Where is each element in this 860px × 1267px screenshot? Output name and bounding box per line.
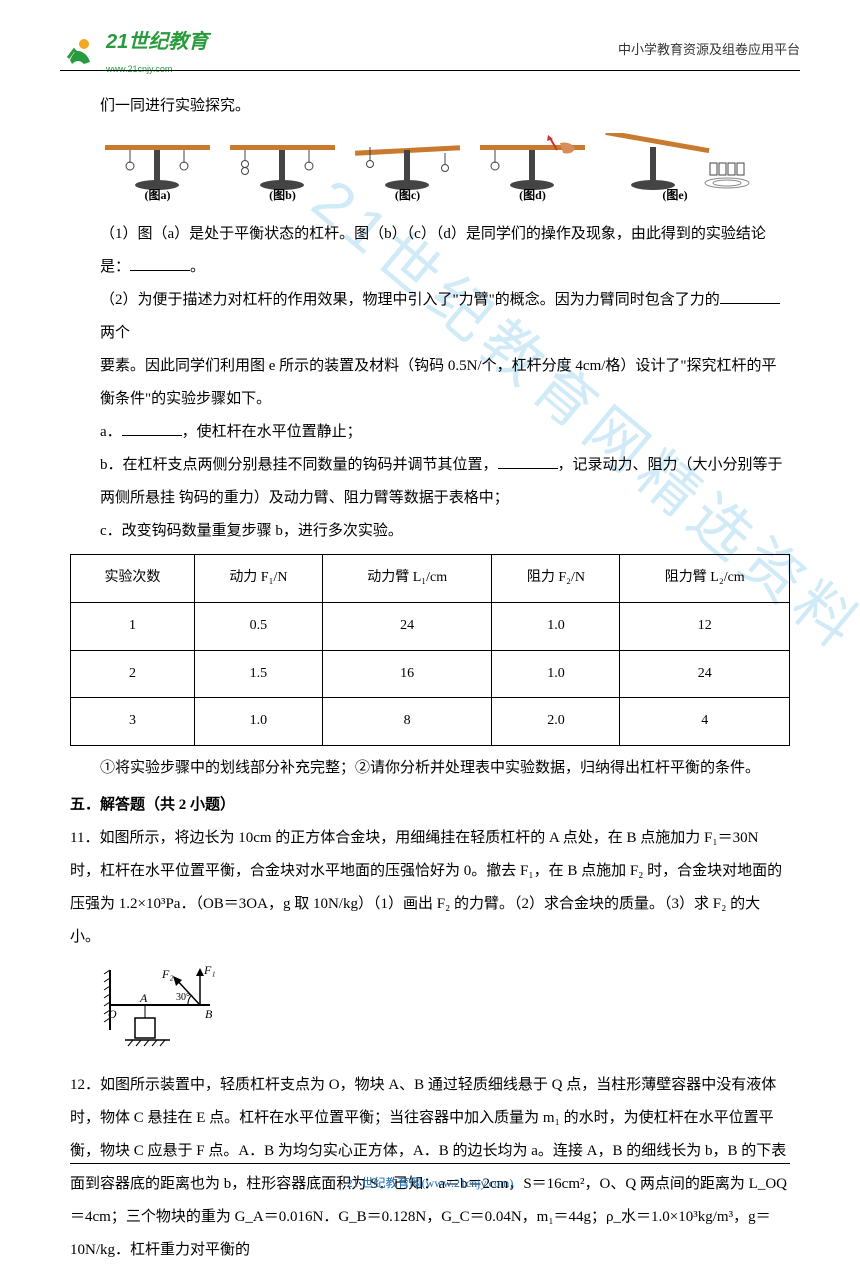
cell: 3 [71,698,195,746]
cell: 1.0 [492,602,620,650]
svg-text:A: A [139,991,148,1005]
table-row: 3 1.0 8 2.0 4 [71,698,790,746]
cell: 2 [71,650,195,698]
page-footer: 21 世纪教育网(www.21cnjy.com) [0,1163,860,1196]
header-rule [60,70,800,71]
step-b: b．在杠杆支点两侧分别悬挂不同数量的钩码并调节其位置，，记录动力、阻力（大小分别… [70,449,790,515]
figure-label-b: (图b) [269,182,296,208]
cell: 24 [620,650,790,698]
page-content: 们一同进行实验探究。 (图a) (图b) [70,90,790,1267]
cell: 4 [620,698,790,746]
blank-3 [122,421,182,436]
th-4: 阻力臂 L₂/cm [620,555,790,603]
table-header-row: 实验次数 动力 F₁/N 动力臂 L₁/cm 阻力 F₂/N 阻力臂 L₂/cm [71,555,790,603]
table-row: 2 1.5 16 1.0 24 [71,650,790,698]
svg-text:30°: 30° [176,992,190,1003]
experiment-table: 实验次数 动力 F₁/N 动力臂 L₁/cm 阻力 F₂/N 阻力臂 L₂/cm… [70,554,790,746]
figure-d: (图d) [475,133,590,208]
question-2: （2）为便于描述力对杠杆的作用效果，物理中引入了"力臂"的概念。因为力臂同时包含… [70,284,790,350]
after-table-text: ①将实验步骤中的划线部分补充完整；②请你分析并处理表中实验数据，归纳得出杠杆平衡… [70,752,790,785]
intro-fragment: 们一同进行实验探究。 [70,90,790,123]
svg-text:F₁: F₁ [203,963,216,977]
cell: 12 [620,602,790,650]
figure-a: (图a) [100,133,215,208]
question-2-cont: 要素。因此同学们利用图 e 所示的装置及材料（钩码 0.5N/个，杠杆分度 4c… [70,350,790,416]
figure-e: (图e) [600,133,750,208]
svg-text:B: B [205,1007,213,1021]
cell: 1.0 [492,650,620,698]
th-3: 阻力 F₂/N [492,555,620,603]
cell: 2.0 [492,698,620,746]
cell: 8 [322,698,492,746]
logo-icon [60,30,100,70]
cell: 16 [322,650,492,698]
svg-text:F₂: F₂ [161,967,174,981]
table-row: 1 0.5 24 1.0 12 [71,602,790,650]
th-1: 动力 F₁/N [194,555,322,603]
cell: 1 [71,602,195,650]
q11-figure: O A B F₁ F₂ 30° [70,954,790,1069]
cell: 0.5 [194,602,322,650]
step-b-prefix: b．在杠杆支点两侧分别悬挂不同数量的钩码并调节其位置， [100,457,498,473]
footer-text: 21 世纪教育网(www.21cnjy.com) [347,1176,514,1190]
question-11: 11．如图所示，将边长为 10cm 的正方体合金块，用细绳挂在轻质杠杆的 A 点… [70,822,790,954]
lever-figures-row: (图a) (图b) (图c) [70,123,790,218]
q2-text-a: （2）为便于描述力对杠杆的作用效果，物理中引入了"力臂"的概念。因为力臂同时包含… [100,292,720,308]
question-1: （1）图（a）是处于平衡状态的杠杆。图（b）（c）（d）是同学们的操作及现象，由… [70,218,790,284]
svg-text:O: O [108,1007,117,1021]
q2-text-b: 两个 [100,325,130,341]
blank-2 [720,289,780,304]
header-subtitle: 中小学教育资源及组卷应用平台 [618,36,800,65]
q1-end: 。 [190,259,205,275]
th-0: 实验次数 [71,555,195,603]
figure-c: (图c) [350,133,465,208]
blank-4 [498,454,558,469]
blank-1 [130,256,190,271]
step-a-suffix: ，使杠杆在水平位置静止； [182,424,362,440]
cell: 1.5 [194,650,322,698]
th-2: 动力臂 L₁/cm [322,555,492,603]
step-c: c．改变钩码数量重复步骤 b，进行多次实验。 [70,515,790,548]
cell: 1.0 [194,698,322,746]
step-a-prefix: a． [100,424,122,440]
figure-b: (图b) [225,133,340,208]
footer-rule [70,1163,790,1164]
section-5-heading: 五．解答题（共 2 小题） [70,789,790,822]
figure-label-a: (图a) [145,182,171,208]
figure-label-e: (图e) [662,182,687,208]
cell: 24 [322,602,492,650]
step-a: a． ，使杠杆在水平位置静止； [70,416,790,449]
figure-label-d: (图d) [519,182,546,208]
logo-text: 21世纪教育 [106,20,208,64]
figure-label-c: (图c) [395,182,420,208]
